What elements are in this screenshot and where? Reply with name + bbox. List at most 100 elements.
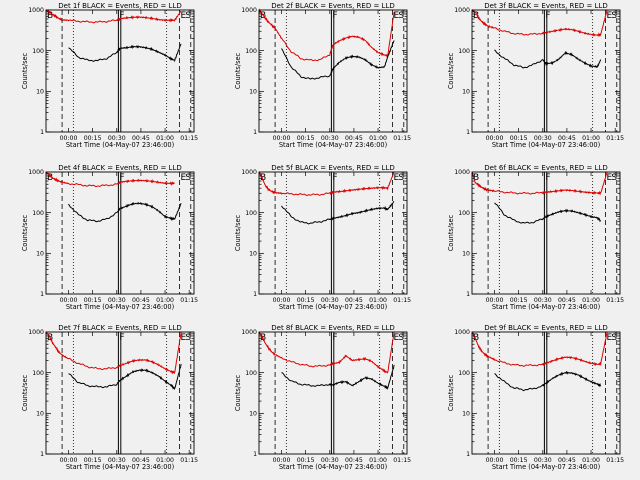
x-tick-label: 00:30 [321,297,339,304]
plot-frame [258,331,408,455]
series-lld-line [45,171,175,188]
plot-frame [471,9,621,133]
plot-frame [45,171,195,295]
marker-label-e: E [393,11,399,21]
x-tick-label: 00:45 [132,135,150,142]
y-axis-label: Counts/sec [447,374,455,411]
x-axis-label: Start Time (04-May-07 23:46:00) [279,303,387,311]
y-tick-label: 1 [40,451,44,458]
marker-label-f: F [545,11,550,21]
y-tick-label: 100 [245,48,257,55]
x-tick-label: 00:45 [558,297,576,304]
marker-label-e: E [393,173,399,183]
x-tick-label: 01:15 [606,457,624,464]
panel-title: Det 9f BLACK = Events, RED = LLD [484,324,607,332]
y-tick-label: 100 [245,370,257,377]
x-tick-label: 00:00 [60,297,78,304]
marker-label-e: E [180,173,186,183]
x-tick-label: 00:15 [510,457,528,464]
x-tick-label: 01:15 [393,135,411,142]
x-tick-label: 00:00 [60,457,78,464]
x-axis-label: Start Time (04-May-07 23:46:00) [492,463,600,471]
y-tick-label: 1000 [454,7,470,14]
y-tick-label: 100 [32,48,44,55]
y-tick-label: 1000 [241,329,257,336]
plot-frame [258,171,408,295]
x-tick-label: 01:15 [180,457,198,464]
y-tick-label: 10 [462,411,470,418]
marker-label-s: S [611,333,617,343]
x-axis-label: Start Time (04-May-07 23:46:00) [492,303,600,311]
y-tick-label: 1 [40,129,44,136]
marker-label-e: E [606,173,612,183]
series-lld-line [45,8,182,24]
y-tick-label: 10 [249,251,257,258]
marker-label-b: B [47,11,53,21]
x-tick-label: 01:00 [369,457,387,464]
plot-frame [45,9,195,133]
series-events-line [281,201,395,225]
series-events-line [494,49,602,69]
y-tick-label: 100 [245,210,257,217]
panel-det-2: Det 2f BLACK = Events, RED = LLD B F E S 1 10 1… [234,2,411,149]
marker-label-s: S [611,11,617,21]
panel-title: Det 4f BLACK = Events, RED = LLD [58,164,181,172]
marker-label-e: E [606,333,612,343]
marker-label-e: E [606,11,612,21]
series-events-line [494,202,601,224]
y-tick-label: 10 [249,411,257,418]
x-tick-label: 00:30 [108,297,126,304]
marker-label-s: S [398,333,404,343]
x-tick-label: 00:00 [60,135,78,142]
x-tick-label: 00:30 [321,135,339,142]
x-axis-label: Start Time (04-May-07 23:46:00) [66,303,174,311]
x-tick-label: 01:00 [156,135,174,142]
marker-label-e: E [180,11,186,21]
y-tick-label: 1 [253,129,257,136]
x-tick-label: 00:15 [297,297,315,304]
x-tick-label: 00:30 [321,457,339,464]
series-lld-line [258,8,395,62]
panel-det-4: Det 4f BLACK = Events, RED = LLD B F E S 1 10 1… [21,164,198,311]
marker-label-b: B [47,173,53,183]
x-tick-label: 00:00 [486,135,504,142]
x-tick-label: 01:00 [582,297,600,304]
y-tick-label: 10 [462,89,470,96]
x-tick-label: 00:30 [534,457,552,464]
panel-title: Det 3f BLACK = Events, RED = LLD [484,2,607,10]
series-lld-line [471,171,608,196]
x-tick-label: 00:00 [486,297,504,304]
x-tick-label: 01:15 [180,297,198,304]
panel-det-6: Det 6f BLACK = Events, RED = LLD B F E S 1 10 1… [447,164,624,311]
y-tick-label: 1 [40,291,44,298]
y-tick-label: 10 [462,251,470,258]
marker-label-s: S [398,11,404,21]
panel-title: Det 2f BLACK = Events, RED = LLD [271,2,394,10]
x-tick-label: 00:45 [345,135,363,142]
y-axis-label: Counts/sec [234,374,242,411]
x-axis-label: Start Time (04-May-07 23:46:00) [66,463,174,471]
y-tick-label: 1000 [454,329,470,336]
y-tick-label: 10 [36,251,44,258]
x-tick-label: 01:00 [582,135,600,142]
x-tick-label: 00:00 [273,297,291,304]
panel-det-3: Det 3f BLACK = Events, RED = LLD B F E S 1 10 1… [447,2,624,149]
panel-title: Det 7f BLACK = Events, RED = LLD [58,324,181,332]
series-events-line [68,43,182,63]
x-tick-label: 01:00 [156,457,174,464]
marker-label-f: F [119,173,124,183]
y-axis-label: Counts/sec [447,52,455,89]
y-axis-label: Counts/sec [234,214,242,251]
x-tick-label: 00:00 [273,135,291,142]
y-tick-label: 1000 [241,7,257,14]
panel-det-5: Det 5f BLACK = Events, RED = LLD B F E S 1 10 1… [234,164,411,311]
panel-det-1: Det 1f BLACK = Events, RED = LLD B F E S 1 10 1… [21,2,198,149]
x-axis-label: Start Time (04-May-07 23:46:00) [279,141,387,149]
x-tick-label: 01:00 [369,297,387,304]
marker-label-s: S [185,173,191,183]
x-tick-label: 00:15 [84,135,102,142]
y-tick-label: 100 [32,210,44,217]
